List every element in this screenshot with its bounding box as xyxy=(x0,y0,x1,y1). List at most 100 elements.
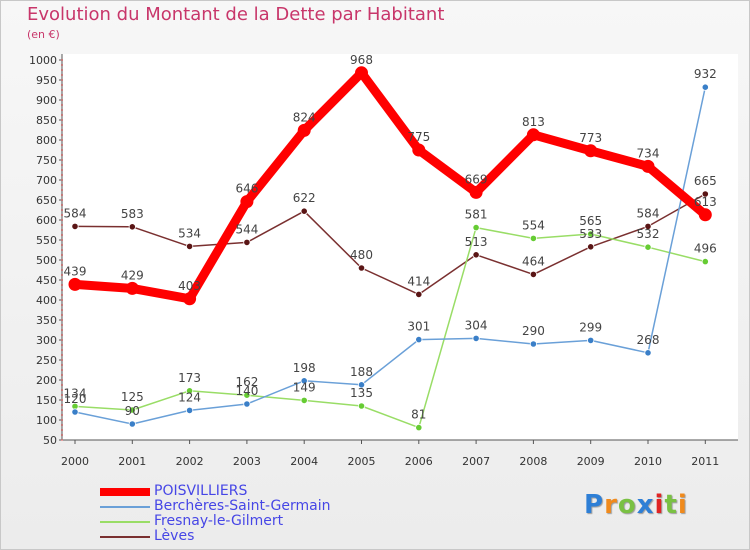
data-point xyxy=(357,381,366,389)
y-tick-label: 650 xyxy=(36,194,57,207)
y-tick-label: 450 xyxy=(36,274,57,287)
data-label: 665 xyxy=(694,174,717,188)
data-label: 581 xyxy=(465,208,488,222)
y-tick-label: 300 xyxy=(36,334,57,347)
data-label: 429 xyxy=(121,268,144,282)
data-point xyxy=(701,190,709,198)
logo-letter: t xyxy=(664,490,678,520)
legend-swatch xyxy=(100,536,150,538)
data-label: 140 xyxy=(235,384,258,398)
data-point xyxy=(415,290,423,298)
x-tick-label: 2001 xyxy=(118,455,146,468)
data-point xyxy=(644,243,652,251)
data-point xyxy=(71,222,79,230)
data-label: 932 xyxy=(694,67,717,81)
data-label: 583 xyxy=(121,207,144,221)
data-point xyxy=(186,387,194,395)
logo-letter: P xyxy=(584,490,605,520)
data-label: 734 xyxy=(637,146,660,160)
data-point xyxy=(240,195,254,209)
data-label: 162 xyxy=(235,375,258,389)
data-label: 301 xyxy=(407,320,430,334)
data-point xyxy=(641,159,655,173)
data-label: 81 xyxy=(411,408,426,422)
data-point xyxy=(701,83,709,91)
legend-swatch xyxy=(100,488,150,496)
data-label: 414 xyxy=(407,274,430,288)
data-point xyxy=(415,423,423,432)
y-tick-label: 1000 xyxy=(29,54,57,67)
logo-letter: i xyxy=(677,490,688,520)
data-label: 496 xyxy=(694,242,717,256)
data-point xyxy=(186,406,194,414)
x-tick-label: 2002 xyxy=(176,455,204,468)
data-label: 304 xyxy=(465,318,488,332)
data-point xyxy=(243,400,251,408)
logo-letter: r xyxy=(604,490,618,520)
x-tick-label: 2004 xyxy=(290,455,318,468)
y-tick-label: 900 xyxy=(36,94,57,107)
series-line-berch-res-saint-germain xyxy=(74,86,707,425)
data-label: 968 xyxy=(350,53,373,67)
data-label: 464 xyxy=(522,254,545,268)
data-label: 584 xyxy=(637,206,660,220)
chart-subtitle: (en €) xyxy=(27,28,60,41)
x-tick-label: 2010 xyxy=(634,455,662,468)
data-point xyxy=(243,238,251,246)
data-label: 173 xyxy=(178,371,201,385)
data-point xyxy=(472,224,480,232)
data-point xyxy=(587,336,595,344)
proxiti-logo: Proxiti xyxy=(584,490,688,520)
data-label: 773 xyxy=(579,131,602,145)
data-point xyxy=(300,207,308,215)
data-point xyxy=(701,257,709,266)
data-label: 554 xyxy=(522,218,545,232)
data-point xyxy=(526,128,540,142)
data-point xyxy=(472,251,480,259)
data-label: 134 xyxy=(64,386,87,400)
y-tick-label: 850 xyxy=(36,114,57,127)
x-tick-label: 2005 xyxy=(348,455,376,468)
chart-title: Evolution du Montant de la Dette par Hab… xyxy=(27,4,445,25)
data-label: 480 xyxy=(350,248,373,262)
data-label: 135 xyxy=(350,386,373,400)
data-point xyxy=(584,144,598,158)
data-point xyxy=(698,208,712,222)
data-label: 646 xyxy=(235,182,258,196)
data-point xyxy=(186,242,194,250)
data-point xyxy=(125,281,139,295)
x-tick-label: 2008 xyxy=(519,455,547,468)
data-label: 824 xyxy=(293,110,316,124)
data-label: 513 xyxy=(465,235,488,249)
y-tick-label: 150 xyxy=(36,394,57,407)
y-tick-label: 350 xyxy=(36,314,57,327)
plot-area xyxy=(62,54,738,440)
y-tick-label: 50 xyxy=(43,434,57,447)
data-label: 565 xyxy=(579,214,602,228)
data-label: 403 xyxy=(178,279,201,293)
data-point xyxy=(300,377,308,385)
legend-swatch xyxy=(100,506,150,508)
data-point xyxy=(587,243,595,251)
data-label: 532 xyxy=(637,227,660,241)
x-tick-label: 2009 xyxy=(577,455,605,468)
legend-label: POISVILLIERS xyxy=(154,483,248,499)
data-point xyxy=(297,123,311,137)
x-tick-label: 2006 xyxy=(405,455,433,468)
data-label: 813 xyxy=(522,115,545,129)
data-label: 533 xyxy=(579,227,602,241)
data-point xyxy=(469,185,483,199)
data-label: 669 xyxy=(465,172,488,186)
data-point xyxy=(71,408,79,416)
series-line-poisvilliers xyxy=(70,68,710,304)
data-label: 149 xyxy=(293,380,316,394)
x-tick-label: 2007 xyxy=(462,455,490,468)
data-point xyxy=(128,420,136,428)
data-label: 120 xyxy=(64,392,87,406)
data-point xyxy=(355,66,368,80)
data-label: 125 xyxy=(121,390,144,404)
data-label: 534 xyxy=(178,226,201,240)
x-tick-label: 2000 xyxy=(61,455,89,468)
series-line-fresnay-le-gilmert xyxy=(74,226,707,429)
line-chart: 50 100 150 200 250 300 350 400 450 500 550 600 650 70… xyxy=(29,53,738,468)
